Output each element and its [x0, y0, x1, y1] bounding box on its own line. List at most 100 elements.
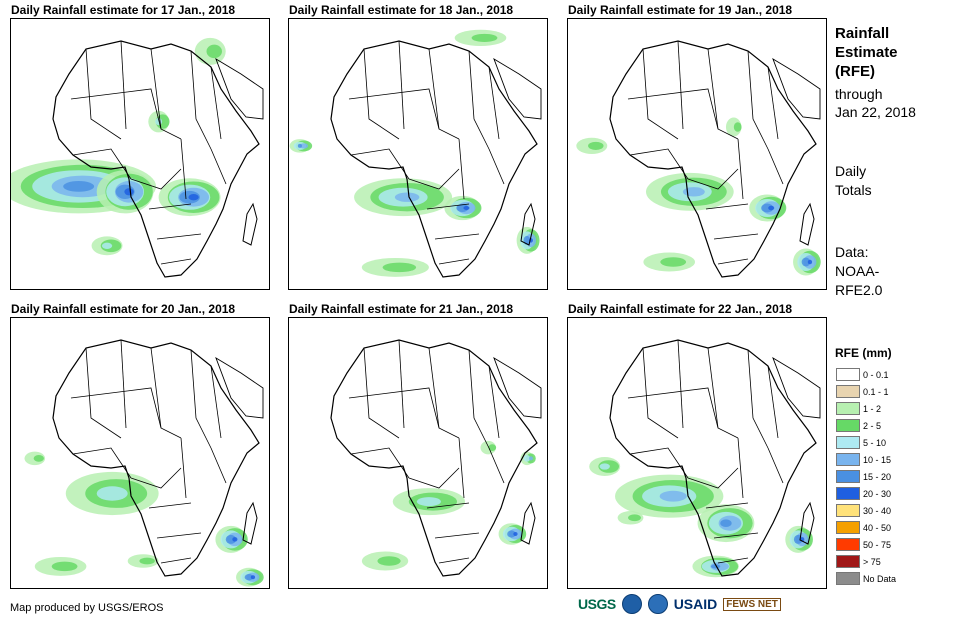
- arabia-outline: [772, 356, 821, 419]
- country-border: [210, 66, 222, 140]
- legend-item: No Data: [836, 570, 896, 587]
- rainfall-map: [288, 18, 548, 290]
- legend-title: RFE (mm): [835, 346, 892, 360]
- madagascar-outline: [242, 501, 258, 545]
- country-border: [190, 349, 212, 449]
- legend-label: 10 - 15: [863, 454, 892, 465]
- fews-net-logo: FEWS NET: [723, 597, 781, 611]
- rainfall-area: [588, 141, 604, 150]
- country-border: [426, 502, 470, 509]
- country-border: [737, 437, 744, 499]
- panel-title: Daily Rainfall estimate for 19 Jan., 201…: [568, 3, 793, 17]
- rainfall-area: [299, 143, 309, 149]
- country-border: [210, 447, 227, 484]
- rainfall-map: [10, 317, 270, 589]
- end-date: Jan 22, 2018: [835, 104, 916, 120]
- rainfall-area: [206, 44, 222, 59]
- country-border: [428, 48, 460, 140]
- legend-label: 5 - 10: [863, 437, 887, 448]
- rainfall-area: [250, 575, 256, 580]
- africa-coastline: [52, 339, 260, 577]
- rainfall-area: [456, 203, 469, 213]
- madagascar-outline: [799, 202, 815, 246]
- legend-label: 1 - 2: [863, 403, 882, 414]
- map-panel-jan22: Daily Rainfall estimate for 22 Jan., 201…: [567, 302, 827, 589]
- rainfall-area: [507, 530, 516, 538]
- country-border: [85, 48, 122, 140]
- panel-title: Daily Rainfall estimate for 17 Jan., 201…: [11, 3, 236, 17]
- usgs-logo: USGS: [578, 596, 616, 612]
- rainfall-area: [463, 205, 470, 211]
- country-border: [156, 532, 202, 539]
- country-border: [72, 148, 132, 180]
- country-border: [747, 50, 769, 150]
- rainfall-area: [599, 463, 610, 470]
- map-panel-jan20: Daily Rainfall estimate for 20 Jan., 201…: [10, 302, 270, 589]
- country-border: [210, 365, 222, 439]
- country-border: [150, 347, 182, 439]
- country-border: [488, 365, 500, 439]
- panel-title: Daily Rainfall estimate for 22 Jan., 201…: [568, 302, 793, 316]
- africa-coastline: [609, 40, 817, 278]
- rainfall-area: [528, 456, 533, 461]
- country-border: [190, 50, 212, 150]
- arabia-outline: [493, 356, 542, 419]
- nasa-logo-icon: [647, 594, 668, 614]
- madagascar-outline: [799, 501, 815, 545]
- legend-swatch: [836, 419, 860, 432]
- country-border: [707, 347, 739, 439]
- rainfall-area: [188, 194, 199, 201]
- arabia-outline: [493, 57, 542, 120]
- legend-item: 20 - 30: [836, 485, 896, 502]
- country-border: [629, 148, 689, 180]
- madagascar-outline: [520, 501, 536, 545]
- country-border: [687, 168, 739, 190]
- rainfall-area: [801, 257, 811, 267]
- rainfall-map: [567, 317, 827, 589]
- country-border: [438, 557, 470, 564]
- country-border: [426, 203, 470, 210]
- country-border: [767, 66, 779, 140]
- africa-coastline: [330, 339, 538, 577]
- country-border: [642, 48, 679, 140]
- legend-item: 40 - 50: [836, 519, 896, 536]
- legend-swatch: [836, 504, 860, 517]
- country-border: [180, 437, 187, 499]
- country-border: [707, 48, 739, 140]
- country-border: [705, 203, 749, 210]
- legend-item: 5 - 10: [836, 434, 896, 451]
- country-border: [160, 557, 192, 564]
- rainfall-map: [567, 18, 827, 290]
- rainfall-area: [225, 534, 237, 544]
- legend-item: 1 - 2: [836, 400, 896, 417]
- usaid-logo: USAID: [673, 596, 718, 612]
- totals-label-1: Daily: [835, 163, 867, 179]
- country-border: [160, 258, 192, 265]
- legend-label: 30 - 40: [863, 505, 892, 516]
- legend: 0 - 0.1 0.1 - 1 1 - 2 2 - 5 5 - 10 10 - …: [836, 366, 896, 587]
- madagascar-outline: [242, 202, 258, 246]
- panel-title: Daily Rainfall estimate for 20 Jan., 201…: [11, 302, 236, 316]
- rainfall-area: [523, 455, 531, 462]
- africa-coastline: [609, 339, 817, 577]
- rainfall-map: [10, 18, 270, 290]
- legend-swatch: [836, 572, 860, 585]
- legend-label: 40 - 50: [863, 522, 892, 533]
- rainfall-area: [232, 537, 238, 542]
- rainfall-area: [96, 486, 128, 501]
- country-border: [488, 447, 505, 484]
- country-border: [398, 40, 405, 130]
- country-border: [629, 447, 689, 479]
- legend-label: 15 - 20: [863, 471, 892, 482]
- country-border: [488, 148, 505, 185]
- rainfall-area: [761, 203, 774, 213]
- country-border: [72, 447, 132, 479]
- country-border: [767, 447, 784, 484]
- rainfall-area: [682, 187, 705, 197]
- map-panel-jan18: Daily Rainfall estimate for 18 Jan., 201…: [288, 3, 548, 290]
- map-panel-jan21: Daily Rainfall estimate for 21 Jan., 201…: [288, 302, 548, 589]
- rainfall-area: [51, 561, 78, 572]
- rainfall-area: [63, 181, 95, 192]
- rainfall-area: [733, 122, 742, 132]
- country-border: [468, 349, 490, 449]
